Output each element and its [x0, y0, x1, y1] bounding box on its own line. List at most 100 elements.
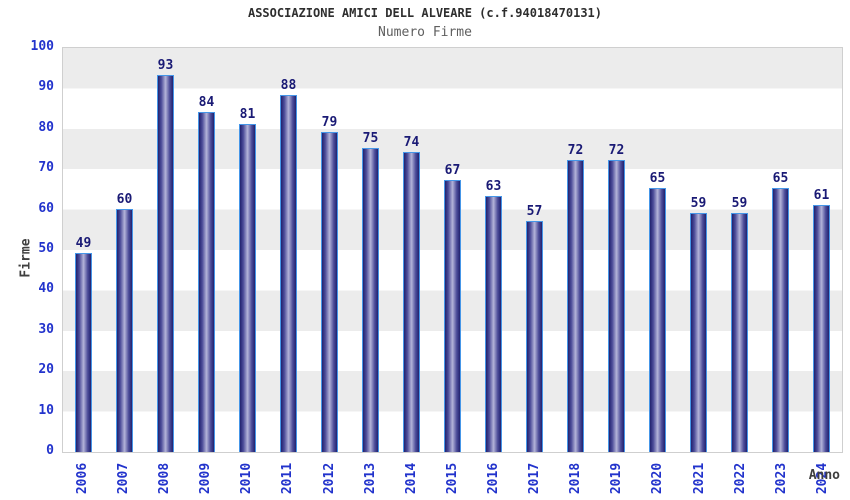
x-tick-label: 2023: [773, 462, 789, 494]
x-tick-label: 2012: [321, 462, 337, 494]
bar-value-label: 60: [116, 191, 133, 207]
x-tick-slot: 2015: [432, 456, 473, 500]
x-tick-label: 2007: [116, 462, 132, 494]
bar: [321, 131, 338, 452]
bar-value-label: 65: [649, 171, 666, 187]
y-tick-label: 40: [38, 281, 54, 297]
bar: [608, 160, 625, 452]
bar: [157, 75, 174, 452]
x-tick-slot: 2019: [596, 456, 637, 500]
y-tick-label: 20: [38, 362, 54, 378]
x-tick-slot: 2010: [226, 456, 267, 500]
bar-slot: 81: [227, 108, 268, 452]
x-tick-label: 2010: [239, 462, 255, 494]
x-tick-label: 2018: [568, 462, 584, 494]
bar-value-label: 59: [690, 195, 707, 211]
bar-slot: 65: [760, 172, 801, 452]
x-tick-slot: 2018: [555, 456, 596, 500]
x-tick-slot: 2021: [679, 456, 720, 500]
bar: [649, 188, 666, 452]
bar-slot: 74: [391, 136, 432, 452]
bar-value-label: 63: [485, 179, 502, 195]
y-axis-title: Firme: [18, 238, 34, 278]
plot-area: 49 60 93 84 81 88 79 75 74 67 63 57 72 72 65 59 59 65 61: [62, 47, 843, 453]
x-axis-title: Anno: [808, 468, 840, 483]
bar: [198, 111, 215, 452]
x-tick-label: 2014: [403, 462, 419, 494]
bar-slot: 93: [145, 59, 186, 452]
bar: [116, 208, 133, 452]
x-tick-label: 2009: [198, 462, 214, 494]
bar-value-label: 74: [403, 135, 420, 151]
x-tick-label: 2006: [75, 462, 91, 494]
bar-value-label: 93: [157, 58, 174, 74]
x-tick-label: 2022: [732, 462, 748, 494]
y-tick-label: 90: [38, 79, 54, 95]
bar-slot: 60: [104, 193, 145, 452]
bar: [485, 196, 502, 452]
bar-value-label: 72: [567, 143, 584, 159]
x-tick-slot: 2006: [62, 456, 103, 500]
bar: [444, 180, 461, 452]
bar-value-label: 88: [280, 78, 297, 94]
bar-value-label: 84: [198, 94, 215, 110]
y-tick-label: 30: [38, 321, 54, 337]
bar-slot: 61: [801, 189, 842, 452]
bar: [813, 204, 830, 452]
x-tick-slot: 2020: [638, 456, 679, 500]
bar: [362, 148, 379, 452]
bar-slot: 59: [678, 197, 719, 452]
bar-value-label: 79: [321, 114, 338, 130]
x-tick-slot: 2007: [103, 456, 144, 500]
bar-slot: 72: [596, 144, 637, 452]
x-tick-slot: 2011: [268, 456, 309, 500]
bar-slot: 72: [555, 144, 596, 452]
bar-value-label: 61: [813, 187, 830, 203]
y-tick-label: 60: [38, 200, 54, 216]
bar-slot: 67: [432, 164, 473, 452]
x-tick-label: 2015: [445, 462, 461, 494]
bar-slot: 75: [350, 132, 391, 452]
bar-value-label: 67: [444, 163, 461, 179]
bar: [75, 253, 92, 452]
x-tick-label: 2021: [691, 462, 707, 494]
x-tick-label: 2016: [486, 462, 502, 494]
bar-slot: 57: [514, 205, 555, 452]
x-tick-label: 2013: [362, 462, 378, 494]
bar: [280, 95, 297, 452]
bar: [772, 188, 789, 452]
x-tick-slot: 2017: [514, 456, 555, 500]
y-tick-label: 10: [38, 402, 54, 418]
x-axis-labels: 2006 2007 2008 2009 2010 2011 2012 2013 2014 2015…: [62, 456, 843, 500]
x-tick-slot: 2022: [720, 456, 761, 500]
bar: [690, 212, 707, 452]
bar: [567, 160, 584, 452]
x-tick-slot: 2009: [185, 456, 226, 500]
x-tick-slot: 2012: [309, 456, 350, 500]
chart-subtitle: Numero Firme: [378, 25, 472, 40]
y-tick-label: 70: [38, 160, 54, 176]
bar-value-label: 65: [772, 171, 789, 187]
x-tick-slot: 2013: [350, 456, 391, 500]
bar: [731, 212, 748, 452]
y-tick-label: 80: [38, 119, 54, 135]
bar-value-label: 49: [75, 236, 92, 252]
bar-slot: 65: [637, 172, 678, 452]
bar-value-label: 75: [362, 131, 379, 146]
chart-title: ASSOCIAZIONE AMICI DELL ALVEARE (c.f.940…: [247, 6, 602, 20]
x-tick-label: 2020: [650, 462, 666, 494]
x-tick-slot: 2014: [391, 456, 432, 500]
x-tick-label: 2017: [527, 462, 543, 494]
bar-slot: 59: [719, 197, 760, 452]
x-tick-slot: 2023: [761, 456, 802, 500]
bar-value-label: 57: [526, 203, 543, 219]
bar: [239, 123, 256, 452]
bar: [403, 152, 420, 452]
x-tick-label: 2011: [280, 462, 296, 494]
bar-slot: 88: [268, 79, 309, 452]
bar-value-label: 72: [608, 143, 625, 159]
bar: [526, 220, 543, 452]
bar-value-label: 81: [239, 106, 256, 122]
x-tick-label: 2019: [609, 462, 625, 494]
